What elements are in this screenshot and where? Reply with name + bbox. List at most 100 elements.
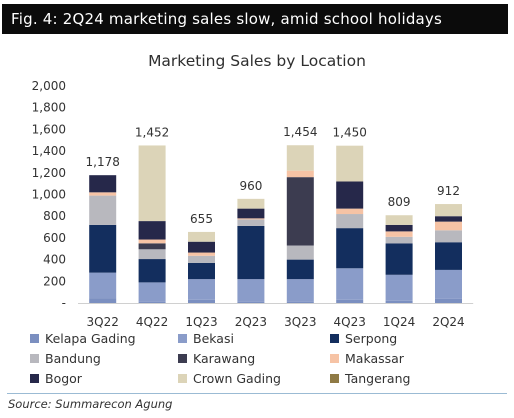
bar-segment	[138, 221, 166, 240]
bar-segment	[286, 245, 314, 260]
source-note: Source: Summarecon Agung	[8, 397, 173, 411]
bar-segment	[435, 221, 462, 231]
bar-segment	[286, 145, 314, 171]
bar-segment	[336, 208, 364, 215]
bar-chart: - 200 400 600 800 1,000 1,200 1,400 1,600 1,800 2,…	[32, 79, 474, 329]
bar-segment	[286, 170, 314, 178]
legend-item: Bekasi	[178, 329, 330, 347]
bar-segment	[435, 269, 462, 299]
bar-segment	[435, 230, 462, 243]
legend-label: Bekasi	[193, 330, 234, 346]
legend-item: Serpong	[330, 329, 490, 347]
bar-segment	[385, 300, 413, 303]
legend-item: Bandung	[30, 349, 178, 367]
legend-swatch	[30, 353, 39, 363]
bar-total-label: 1,178	[86, 155, 120, 169]
bar-segment	[138, 243, 166, 250]
bar-segment	[286, 301, 314, 303]
bar-segment	[286, 259, 314, 280]
x-tick-label: 4Q22	[136, 315, 168, 329]
legend-item: Tangerang	[330, 369, 490, 387]
bar-segment	[188, 279, 215, 300]
bar-segment	[435, 242, 462, 270]
bar-segment	[286, 279, 314, 302]
bar-segment	[237, 301, 265, 303]
bar-total-label: 809	[388, 195, 411, 209]
y-tick-label: -	[62, 296, 66, 310]
legend-item: Makassar	[330, 349, 490, 367]
source-divider	[7, 393, 507, 394]
x-tick-label: 1Q24	[383, 315, 415, 329]
bar-segment	[188, 255, 215, 263]
bar-segment	[89, 224, 117, 273]
bar-segment	[138, 249, 166, 260]
bar-segment	[385, 215, 413, 225]
legend-label: Makassar	[345, 350, 404, 366]
legend-label: Serpong	[345, 330, 398, 346]
bar-segment	[188, 299, 215, 303]
y-tick-label: 400	[43, 253, 66, 267]
bar-segment	[385, 224, 413, 232]
legend-item: Bogor	[30, 369, 178, 387]
x-tick-label: 3Q22	[87, 315, 119, 329]
bar-segment	[188, 262, 215, 280]
bar-segment	[138, 145, 166, 222]
x-tick-label: 3Q23	[284, 315, 316, 329]
bar-total-label: 912	[437, 184, 460, 198]
bar-segment	[237, 218, 265, 220]
figure-header: Fig. 4: 2Q24 marketing sales slow, amid …	[2, 4, 508, 34]
legend-swatch	[330, 373, 339, 383]
bar-segment	[89, 298, 117, 303]
y-tick-label: 1,000	[32, 188, 66, 202]
legend-swatch	[330, 333, 339, 343]
bar-segment	[89, 175, 117, 193]
y-tick-label: 200	[43, 274, 66, 288]
y-tick-label: 600	[43, 231, 66, 245]
bar-segment	[89, 195, 117, 225]
chart-title: Marketing Sales by Location	[148, 52, 366, 70]
bar-segment	[138, 259, 166, 283]
legend-swatch	[30, 333, 39, 343]
bar-segment	[336, 299, 364, 303]
bar-segment	[336, 214, 364, 229]
legend-swatch	[178, 353, 187, 363]
bar-segment	[237, 279, 265, 302]
legend-label: Crown Gading	[193, 370, 281, 386]
bar-total-label: 1,450	[333, 126, 367, 140]
legend-label: Bogor	[45, 370, 82, 386]
legend-label: Karawang	[193, 350, 256, 366]
chart-legend: Kelapa Gading Bekasi Serpong Bandung Karawan…	[30, 329, 500, 387]
bar-segment	[336, 268, 364, 300]
bar-segment	[188, 241, 215, 253]
y-tick-label: 800	[43, 209, 66, 223]
bar-segment	[336, 181, 364, 209]
figure-title: Fig. 4: 2Q24 marketing sales slow, amid …	[11, 10, 443, 28]
legend-item: Kelapa Gading	[30, 329, 178, 347]
bar-segment	[435, 216, 462, 222]
legend-label: Bandung	[45, 350, 101, 366]
bar-segment	[138, 239, 166, 244]
bar-segment	[138, 282, 166, 302]
bar-segment	[237, 225, 265, 280]
bar-segment	[286, 177, 314, 246]
bar-segment	[435, 204, 462, 217]
y-tick-label: 1,800	[32, 101, 66, 115]
x-tick-label: 2Q24	[432, 315, 464, 329]
bar-segment	[188, 252, 215, 256]
legend-label: Tangerang	[345, 370, 411, 386]
bar-segment	[237, 219, 265, 226]
bar-segment	[89, 272, 117, 299]
y-tick-label: 1,400	[32, 144, 66, 158]
bar-segment	[89, 192, 117, 196]
bar-total-label: 1,452	[135, 125, 169, 139]
bar-segment	[138, 301, 166, 303]
bar-segment	[237, 198, 265, 209]
bar-segment	[336, 145, 364, 182]
y-tick-label: 1,200	[32, 166, 66, 180]
bar-segment	[237, 208, 265, 219]
bar-segment	[385, 236, 413, 244]
bar-total-label: 1,454	[283, 125, 317, 139]
legend-swatch	[30, 373, 39, 383]
bar-total-label: 960	[239, 179, 262, 193]
x-tick-label: 1Q23	[185, 315, 217, 329]
